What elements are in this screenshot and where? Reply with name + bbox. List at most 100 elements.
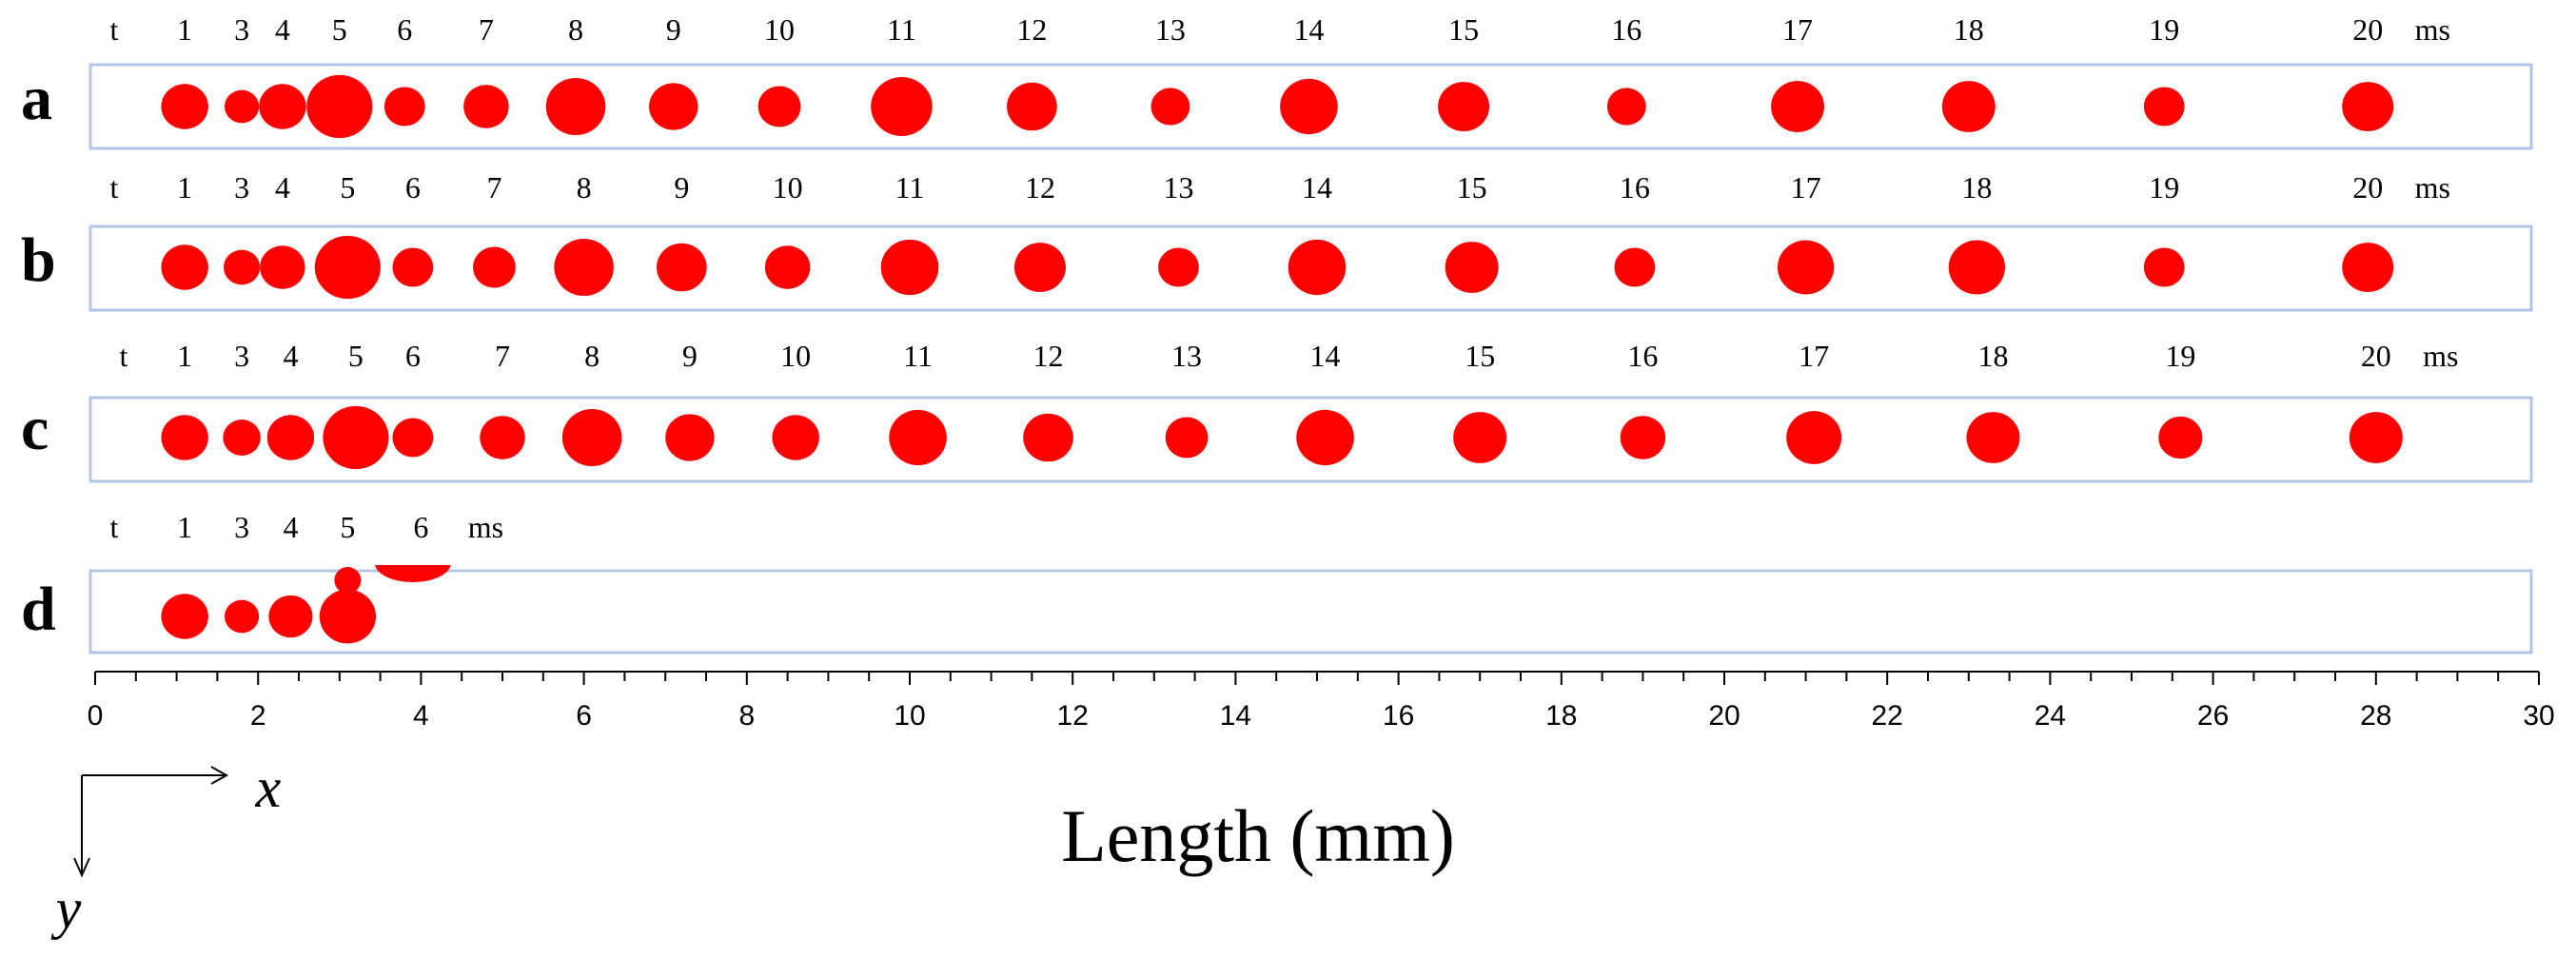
droplet — [260, 245, 305, 289]
length-axis: 0 2 4 6 8 10 12 14 16 18 20 22 24 26 28 30 — [88, 671, 2555, 732]
tick-label: 30 — [2523, 700, 2554, 732]
time-label: 15 — [1457, 170, 1487, 205]
time-label: 14 — [1302, 170, 1332, 205]
row-label-a: a — [21, 64, 52, 133]
droplet — [1453, 412, 1507, 463]
droplet — [2158, 416, 2203, 459]
time-label: 16 — [1611, 12, 1642, 47]
droplet — [314, 235, 381, 300]
time-label: 15 — [1465, 339, 1495, 373]
droplet — [871, 77, 933, 136]
time-label: 1 — [177, 510, 192, 544]
y-arrowhead — [73, 857, 90, 878]
droplet — [1777, 240, 1835, 295]
droplet — [889, 409, 947, 466]
time-prefix: t — [120, 339, 128, 373]
droplet — [656, 243, 707, 292]
droplet — [161, 594, 208, 639]
time-label: 12 — [1033, 339, 1064, 373]
axis-title: Length (mm) — [1061, 794, 1455, 877]
tick-label: 4 — [413, 700, 429, 732]
tick-label: 28 — [2360, 700, 2391, 732]
time-label: 9 — [666, 12, 681, 47]
droplet — [334, 567, 362, 594]
time-label: 13 — [1155, 12, 1186, 47]
time-label: 20 — [2361, 339, 2391, 373]
time-label: 13 — [1171, 339, 1202, 373]
time-label: 1 — [177, 12, 192, 47]
panel-b: bt 1 3 4 5 6 7 8 9 10 11 12 13 14 15 16 17 18 19 20 ms — [21, 170, 2533, 312]
droplet — [1606, 88, 1646, 126]
droplet — [259, 84, 306, 129]
droplets-d — [161, 565, 451, 644]
time-unit: ms — [2415, 170, 2450, 205]
time-label: 13 — [1163, 170, 1193, 205]
droplet — [561, 408, 622, 467]
droplet — [2349, 412, 2403, 463]
time-label: 11 — [887, 12, 916, 47]
droplet — [1288, 239, 1347, 296]
time-label: 10 — [764, 12, 795, 47]
tick-label: 8 — [738, 700, 755, 732]
time-label: 8 — [577, 170, 592, 205]
droplet — [665, 414, 715, 461]
droplets-a — [161, 74, 2394, 139]
droplet — [161, 84, 208, 129]
droplet — [2342, 243, 2394, 292]
time-label: 8 — [584, 339, 600, 373]
y-label: y — [50, 877, 82, 940]
droplet — [1620, 416, 1666, 459]
time-label: 11 — [903, 339, 933, 373]
tick-label: 6 — [576, 700, 592, 732]
droplet — [1966, 412, 2020, 463]
droplet — [545, 77, 606, 136]
droplet — [1165, 417, 1209, 459]
time-label: 10 — [780, 339, 811, 373]
time-label: 3 — [234, 170, 249, 205]
droplets-c — [161, 405, 2403, 470]
droplet — [1150, 88, 1190, 126]
time-label: 4 — [283, 339, 298, 373]
droplet — [224, 599, 260, 634]
droplet — [392, 247, 434, 287]
time-label: 9 — [682, 339, 698, 373]
droplet — [306, 74, 373, 139]
panel-d: d t 1 3 4 5 6 ms — [21, 510, 2533, 654]
time-label: 1 — [177, 170, 192, 205]
droplet — [764, 245, 811, 289]
time-label: 16 — [1627, 339, 1658, 373]
time-label: 18 — [1961, 170, 1992, 205]
droplet — [1771, 81, 1825, 132]
time-label: 4 — [275, 170, 290, 205]
tick-label: 18 — [1545, 700, 1577, 732]
panel-c: ct 1 3 4 5 6 7 8 9 10 11 12 13 14 15 16 17 18 19 20 ms — [21, 339, 2533, 483]
tick-label: 26 — [2197, 700, 2229, 732]
time-label: 6 — [405, 170, 421, 205]
time-label: 20 — [2352, 12, 2383, 47]
droplet — [1023, 413, 1073, 462]
time-label: 14 — [1310, 339, 1341, 373]
droplet — [323, 405, 389, 470]
droplet — [2143, 247, 2185, 287]
droplet — [1007, 82, 1057, 131]
tick-label: 0 — [88, 700, 104, 732]
droplet — [266, 415, 315, 460]
time-label: 18 — [1954, 12, 1984, 47]
time-prefix: t — [110, 510, 119, 544]
droplet — [463, 85, 509, 128]
droplet — [880, 239, 939, 296]
tick-label: 22 — [1872, 700, 1903, 732]
time-label: 8 — [568, 12, 583, 47]
droplet — [1614, 247, 1656, 287]
droplet — [1280, 78, 1338, 135]
time-label: 10 — [773, 170, 803, 205]
droplet — [1438, 82, 1490, 131]
droplet — [757, 86, 801, 127]
tick-label: 12 — [1057, 700, 1089, 732]
time-label: 19 — [2165, 339, 2195, 373]
coordinate-arrows: xy — [50, 756, 282, 940]
droplet — [1786, 411, 1842, 464]
time-label: 12 — [1016, 12, 1047, 47]
